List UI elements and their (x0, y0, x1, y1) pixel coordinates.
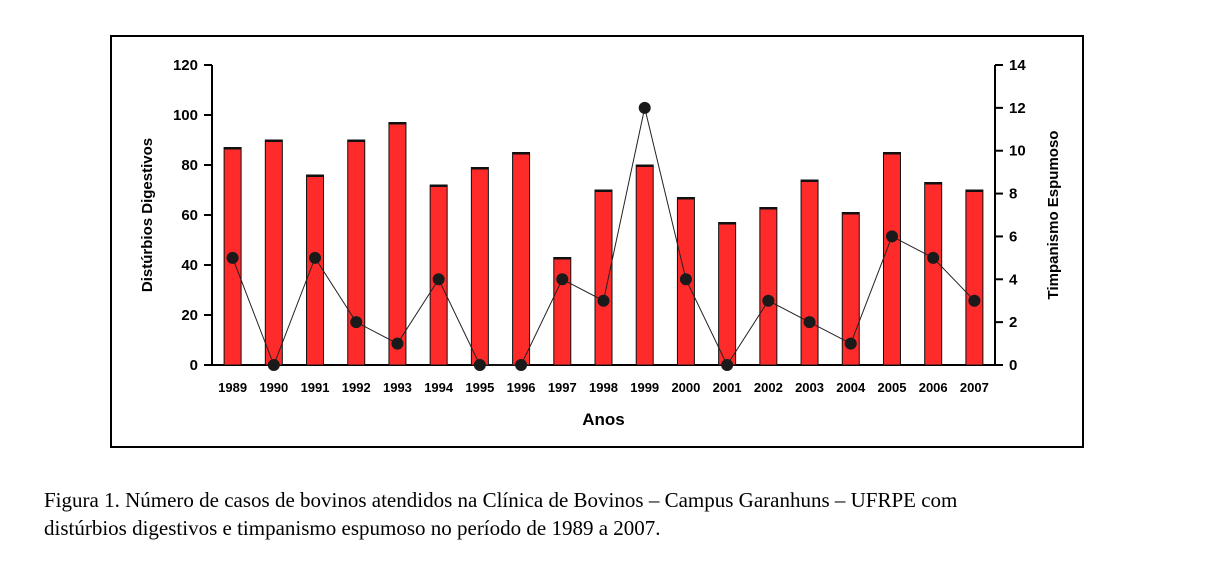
line-point (432, 273, 445, 286)
right-tick-label: 0 (1009, 357, 1017, 374)
line-point (309, 251, 322, 264)
right-axis-title: Timpanismo Espumoso (1045, 131, 1062, 300)
line-point (885, 230, 898, 243)
x-tick-label: 1991 (301, 380, 330, 395)
bar (388, 122, 407, 366)
left-tick-label: 60 (181, 207, 198, 224)
x-tick-label: 2003 (795, 380, 824, 395)
x-tick-label: 1992 (342, 380, 371, 395)
x-tick-label: 1996 (507, 380, 536, 395)
line-point (267, 359, 280, 371)
bars-group (223, 122, 984, 366)
bar (347, 139, 366, 366)
line-point (597, 294, 610, 307)
line-point (762, 294, 775, 307)
line-point (679, 273, 692, 286)
bar (264, 139, 283, 366)
right-tick-label: 12 (1009, 100, 1026, 117)
line-point (638, 101, 651, 114)
left-tick-label: 120 (173, 57, 198, 74)
line-point (391, 337, 404, 350)
x-tick-label: 2007 (960, 380, 989, 395)
figure-caption: Figura 1. Número de casos de bovinos ate… (44, 486, 1184, 542)
x-tick-label: 2000 (671, 380, 700, 395)
left-axis-title: Distúrbios Digestivos (139, 138, 156, 292)
left-tick-label: 80 (181, 157, 198, 174)
bar (512, 152, 531, 366)
line-point (515, 359, 528, 371)
line-point (803, 316, 816, 329)
x-tick-label: 1998 (589, 380, 618, 395)
right-tick-label: 10 (1009, 143, 1026, 160)
right-tick-label: 2 (1009, 314, 1017, 331)
right-tick-label: 6 (1009, 228, 1017, 245)
labels-group: Anos Distúrbios Digestivos Timpanismo Es… (139, 131, 1062, 429)
chart-frame: 0 20 40 60 80 100 120 0 2 4 6 8 10 12 14 1989 1990 1991 19… (110, 35, 1084, 448)
right-tick-label: 8 (1009, 186, 1017, 203)
left-tick-label: 20 (181, 307, 198, 324)
bar (965, 189, 984, 366)
bar (924, 182, 943, 366)
bar (594, 189, 613, 366)
x-tick-label: 1990 (259, 380, 288, 395)
chart-svg: 0 20 40 60 80 100 120 0 2 4 6 8 10 12 14 1989 1990 1991 19… (139, 57, 1062, 429)
bar (635, 164, 654, 366)
line-point (226, 251, 239, 264)
line-point (968, 294, 981, 307)
bar (718, 222, 737, 366)
bar (470, 167, 489, 366)
x-tick-label: 1989 (218, 380, 247, 395)
line-point (556, 273, 569, 286)
x-tick-label: 1993 (383, 380, 412, 395)
x-tick-label: 1995 (465, 380, 494, 395)
left-tick-label: 40 (181, 257, 198, 274)
axes: 0 20 40 60 80 100 120 0 2 4 6 8 10 12 14 1989 1990 1991 19… (173, 57, 1026, 395)
line-point (927, 251, 940, 264)
x-axis-title: Anos (582, 410, 625, 429)
x-tick-label: 2001 (713, 380, 742, 395)
x-tick-label: 1994 (424, 380, 454, 395)
x-tick-label: 1997 (548, 380, 577, 395)
x-tick-label: 2005 (878, 380, 907, 395)
bar (800, 179, 819, 366)
line-point (473, 359, 486, 371)
x-tick-label: 2004 (836, 380, 866, 395)
line-point (350, 316, 363, 329)
line-point (721, 359, 734, 371)
x-tick-label: 2002 (754, 380, 783, 395)
line-point (844, 337, 857, 350)
x-tick-label: 2006 (919, 380, 948, 395)
bar (882, 152, 901, 366)
right-tick-label: 4 (1009, 271, 1018, 288)
bar (306, 174, 325, 366)
left-tick-label: 0 (190, 357, 198, 374)
caption-line-2: distúrbios digestivos e timpanismo espum… (44, 516, 661, 540)
left-tick-label: 100 (173, 107, 198, 124)
x-tick-label: 1999 (630, 380, 659, 395)
line-series-group (226, 101, 981, 371)
caption-line-1: Figura 1. Número de casos de bovinos ate… (44, 488, 958, 512)
bar (759, 207, 778, 366)
right-tick-label: 14 (1009, 57, 1026, 74)
